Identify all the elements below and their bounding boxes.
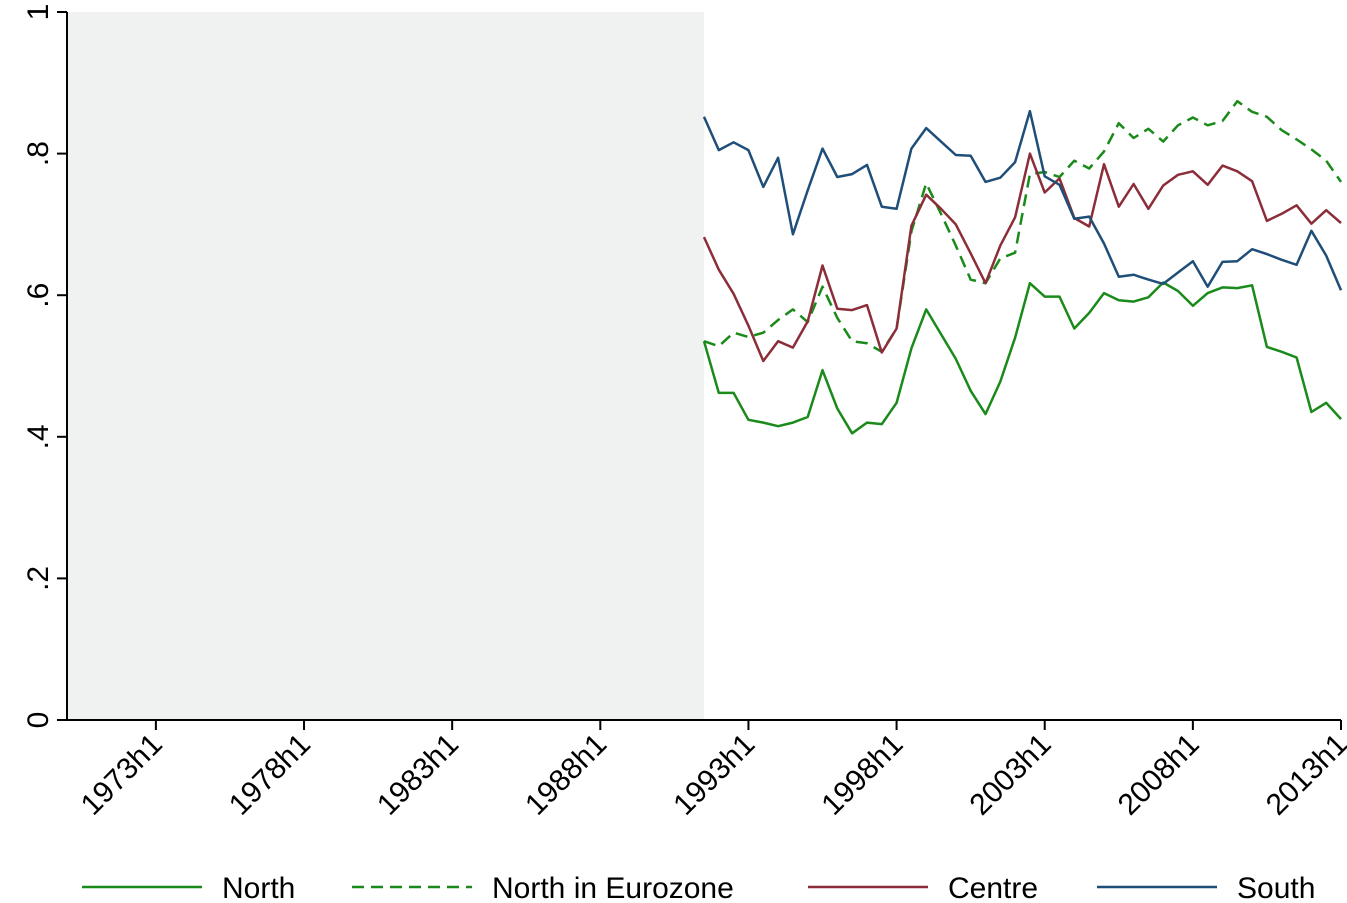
y-tick-label: .2 — [22, 566, 55, 591]
legend-label-south: South — [1237, 872, 1315, 903]
shaded-region — [67, 12, 704, 720]
shaded-region-layer — [67, 12, 704, 720]
legend-label-centre: Centre — [948, 872, 1038, 903]
y-tick-label: 1 — [22, 4, 55, 21]
y-tick-label: .6 — [22, 283, 55, 308]
series-line-north-in-eurozone — [703, 99, 1343, 354]
legend-label-north: North — [222, 872, 295, 903]
y-tick-label: 0 — [22, 712, 55, 729]
axis-layer — [66, 12, 1341, 721]
series-layer — [702, 99, 1343, 435]
y-axis-ticks: 0 .2 .4 .6 .8 1 — [22, 4, 67, 729]
y-tick-label: .8 — [22, 141, 55, 166]
legend: North North in Eurozone Centre South — [82, 872, 1315, 903]
series-line-north — [702, 281, 1342, 435]
series-line-centre — [702, 152, 1342, 363]
y-tick-label: .4 — [22, 424, 55, 449]
series-line-south — [702, 109, 1343, 291]
legend-label-north-in-eurozone: North in Eurozone — [492, 872, 734, 903]
